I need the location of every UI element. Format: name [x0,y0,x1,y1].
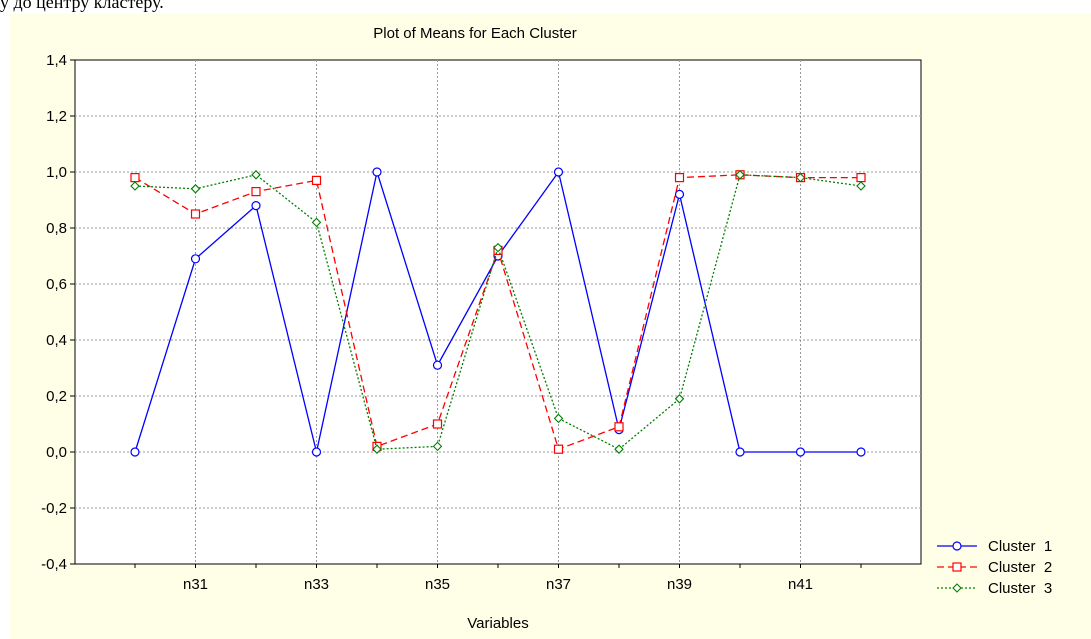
cluster-2-point [614,422,624,432]
axis-layer: -0,4 -0,2 0,0 0,2 0,4 0,6 0,8 1,0 1,2 1,4 n31 n33 n3… [41,52,862,593]
plot-area [74,59,922,565]
legend: Cluster 1 Cluster 2 Cluster 3 [937,538,1052,597]
x-tick-label: n31 [183,576,208,593]
y-tick-label: 0,4 [46,332,67,349]
cluster-2-point [856,173,866,183]
cluster-3-point [190,184,201,194]
cluster-1-series [130,167,866,457]
cluster-3-point [795,172,806,183]
x-tick-label: n39 [667,576,692,593]
cluster-3-point [130,181,140,191]
cluster-1-point [432,360,443,370]
cluster-1-point [311,447,322,457]
cluster-1-point [251,201,261,211]
y-tick-label: -0,4 [41,556,67,573]
y-tick-label: 0,8 [46,220,67,237]
cluster-3-point [856,181,866,191]
cluster-2-point [190,209,201,219]
y-tick-label: 1,4 [46,52,67,69]
chart-title: Plot of Means for Each Cluster [373,25,576,42]
y-tick-label: 0,6 [46,276,67,293]
series-layer [130,167,866,457]
x-tick-label: n33 [304,576,329,593]
cluster-1-legend-marker [952,541,962,551]
y-tick-label: 1,2 [46,108,67,125]
cluster-1-point [190,254,201,264]
cluster-3-series [130,170,866,454]
cluster-2-point [130,173,140,183]
x-axis-label: Variables [467,615,528,632]
y-tick-label: 1,0 [46,164,67,181]
cluster-3-point [735,170,745,180]
x-tick-label: n37 [546,576,571,593]
cluster-1-point [674,189,685,199]
cluster-2-point [251,187,261,197]
y-tick-label: 0,2 [46,388,67,405]
cluster-2-legend-marker [952,562,962,572]
x-tick-label: n35 [425,576,450,593]
y-tick-label: 0,0 [46,444,67,461]
cluster-3-point [372,444,382,454]
cluster-3-point [493,242,503,253]
cluster-1-point [130,447,140,457]
cluster-2-point [432,419,443,429]
cluster-2-legend-label: Cluster 2 [988,559,1052,576]
document-text-fragment: у до центру кластеру. [0,0,164,12]
cluster-1-point [856,447,866,457]
cluster-1-point [795,447,806,457]
cluster-2-point [674,173,685,183]
cluster-2-point [311,175,322,185]
cluster-3-point [251,170,261,180]
cluster-3-point [614,444,624,454]
cluster-3-point [432,441,443,452]
grid-layer [75,60,921,564]
cluster-3-legend-marker [952,583,962,593]
cluster-3-legend-label: Cluster 3 [988,580,1052,597]
cluster-3-point [311,217,322,228]
cluster-3-point [674,394,685,404]
cluster-1-legend-label: Cluster 1 [988,538,1052,555]
cluster-1-point [372,167,382,177]
cluster-2-point [553,444,564,454]
cluster-1-point [735,447,745,457]
cluster-1-point [553,167,564,177]
y-tick-label: -0,2 [41,500,67,517]
x-tick-label: n41 [788,576,813,593]
cluster-3-point [553,413,564,424]
